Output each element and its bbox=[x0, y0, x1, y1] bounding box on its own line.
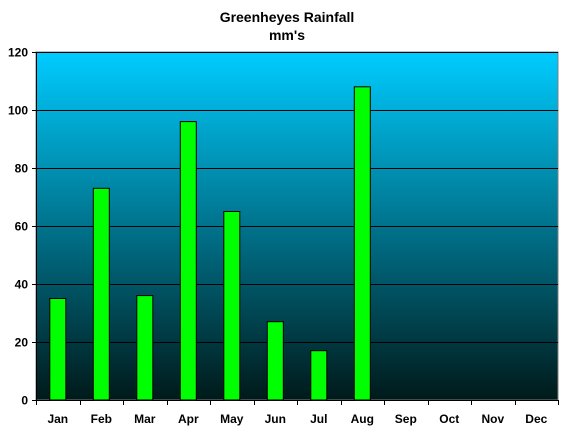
y-tick-label: 20 bbox=[15, 336, 29, 350]
y-tick-label: 120 bbox=[8, 46, 28, 60]
y-tick-label: 60 bbox=[15, 220, 29, 234]
bars bbox=[49, 86, 371, 401]
x-tick-label-sep: Sep bbox=[395, 412, 417, 426]
x-tick-label-nov: Nov bbox=[481, 412, 504, 426]
x-tick-label-aug: Aug bbox=[351, 412, 374, 426]
bar-aug bbox=[353, 86, 371, 401]
x-tick-label-jun: Jun bbox=[265, 412, 286, 426]
x-tick-label-oct: Oct bbox=[439, 412, 459, 426]
gridlines bbox=[36, 52, 558, 343]
x-tick-label-dec: Dec bbox=[525, 412, 547, 426]
bar-feb bbox=[92, 187, 110, 401]
x-tick-label-apr: Apr bbox=[178, 412, 199, 426]
y-tick-label: 0 bbox=[21, 394, 28, 408]
bar-mar bbox=[136, 295, 154, 401]
bar-apr bbox=[179, 121, 197, 401]
chart-subtitle: mm's bbox=[269, 27, 305, 43]
x-tick-label-jul: Jul bbox=[310, 412, 327, 426]
y-tick-label: 40 bbox=[15, 278, 29, 292]
x-tick-labels: Jan Feb Mar Apr May Jun Jul Aug Sep Oct Nov Dec bbox=[47, 412, 547, 426]
x-tick-label-mar: Mar bbox=[134, 412, 156, 426]
y-tick-labels: 0 20 40 60 80 100 120 bbox=[8, 46, 28, 408]
chart-title: Greenheyes Rainfall bbox=[220, 9, 355, 25]
y-tick-label: 80 bbox=[15, 162, 29, 176]
y-tick-label: 100 bbox=[8, 104, 28, 118]
x-tick-label-may: May bbox=[220, 412, 244, 426]
x-tick-label-feb: Feb bbox=[91, 412, 112, 426]
bar-jun bbox=[266, 321, 284, 401]
x-tick-label-jan: Jan bbox=[47, 412, 68, 426]
bar-jan bbox=[49, 298, 67, 401]
bar-jul bbox=[310, 350, 328, 401]
bar-may bbox=[223, 211, 241, 401]
axes bbox=[32, 52, 559, 405]
